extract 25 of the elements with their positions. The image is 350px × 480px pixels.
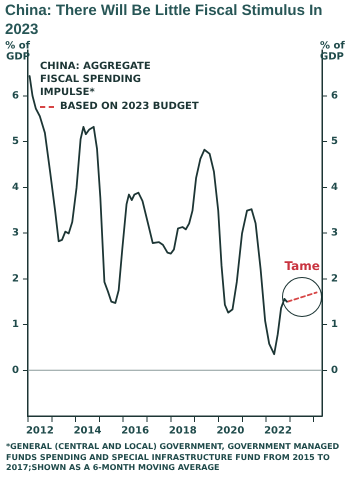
x-tick-label: 2016 xyxy=(121,426,150,437)
y2-tick-label: 6 xyxy=(331,90,338,102)
y-tick-label: 6 xyxy=(12,90,19,102)
x-tick-label: 2014 xyxy=(74,426,102,437)
x-tick-label: 2012 xyxy=(26,426,54,437)
y-tick-label: 5 xyxy=(12,136,19,148)
chart-title: China: There Will Be Little Fiscal Stimulus In 2023 xyxy=(5,1,324,39)
y-tick-label: 4 xyxy=(12,182,19,193)
series-label: CHINA: AGGREGATE FISCAL SPENDING IMPULSE* xyxy=(40,60,152,99)
y-tick-label: 2 xyxy=(12,273,19,284)
y-tick-label: 3 xyxy=(12,228,19,239)
y2-tick-label: 4 xyxy=(331,182,338,193)
y2-tick-label: 5 xyxy=(331,136,338,148)
y2-tick-label: 2 xyxy=(331,273,338,284)
text: *GENERAL (CENTRAL AND LOCAL) GOVERNMENT, GOVERNMENT MANAGED FUNDS SPENDING AND SPECIAL INFRASTRUCTURE FUND FROM 2015 TO 2017;SHOWN AS A 6-MONTH MOVING AVERAGE xyxy=(6,442,340,474)
y2-tick-label: 0 xyxy=(331,364,338,376)
x-tick-label: 2018 xyxy=(168,426,197,437)
y2-tick-label: 3 xyxy=(331,228,338,239)
x-tick-label: 2020 xyxy=(216,426,244,437)
y-tick-label: 1 xyxy=(12,319,19,330)
x-tick-label: 2022 xyxy=(264,426,292,437)
legend-label: BASED ON 2023 BUDGET xyxy=(60,100,199,113)
y2-tick-label: 1 xyxy=(331,319,338,330)
annotation: Tame xyxy=(284,259,320,274)
y-tick-label: 0 xyxy=(12,364,19,376)
